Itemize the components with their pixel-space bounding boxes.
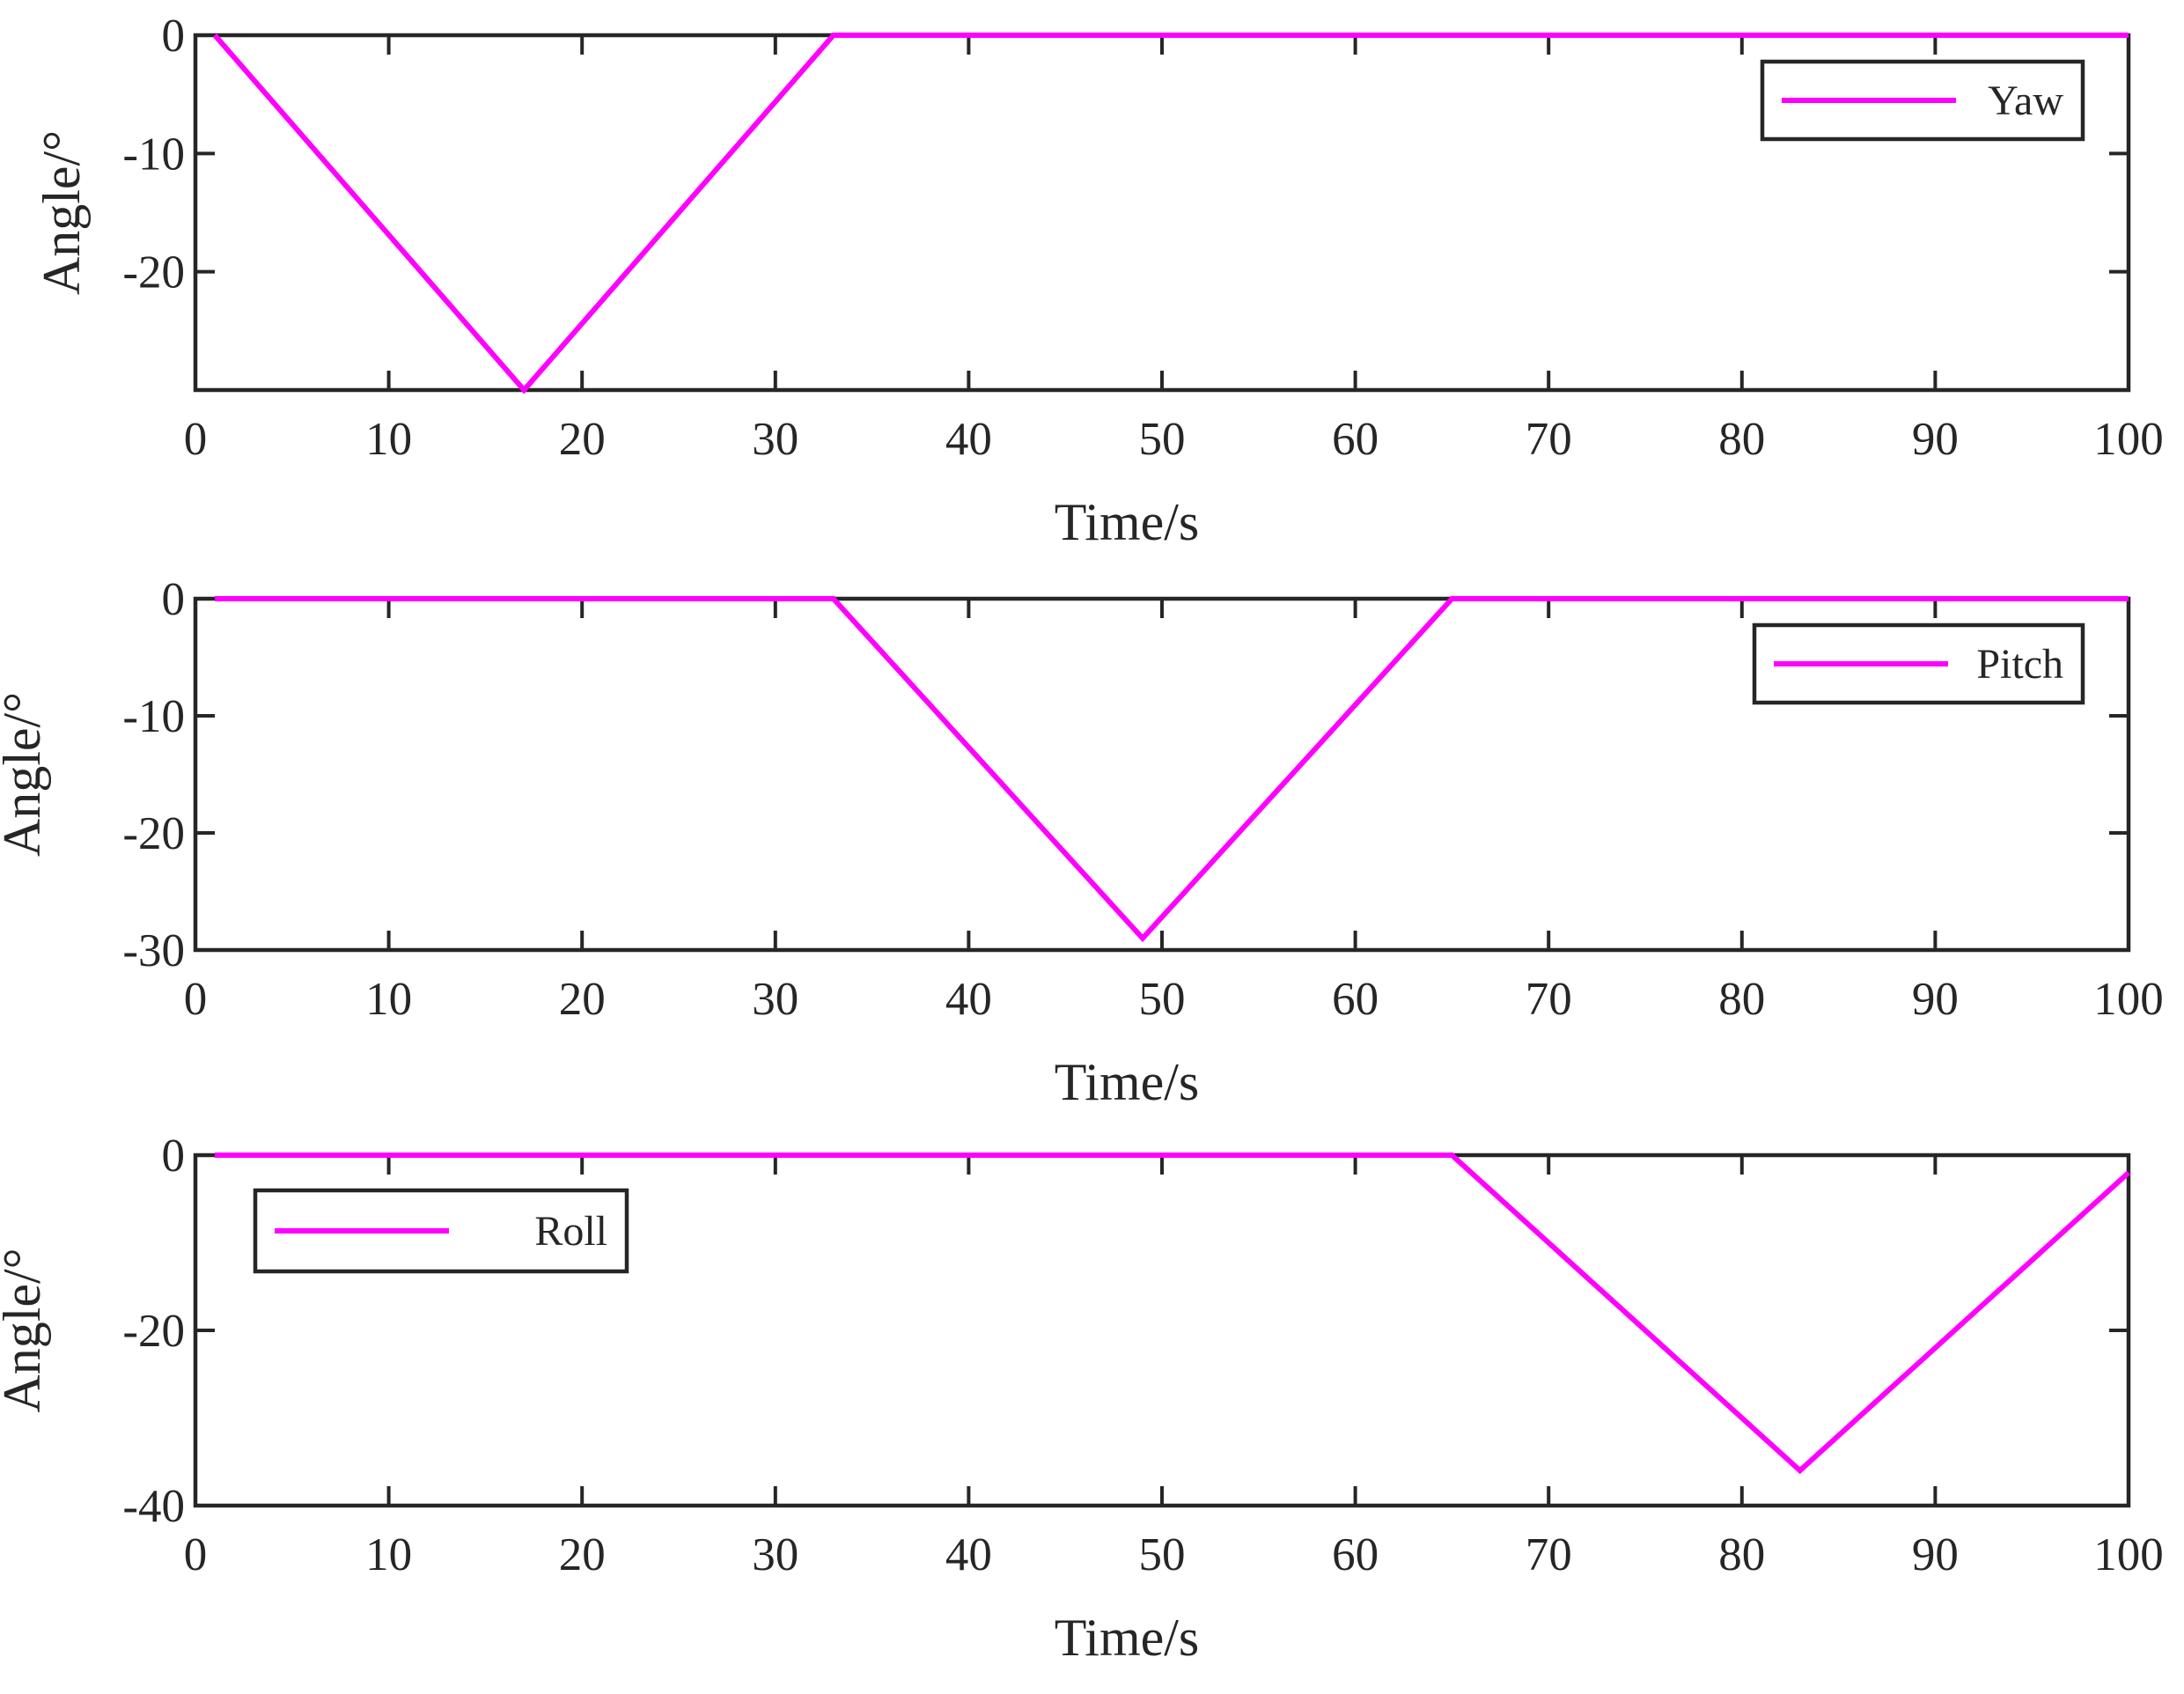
x-tick-label: 20: [559, 974, 606, 1025]
x-tick-label: 10: [365, 974, 412, 1025]
y-tick-label: 0: [162, 1131, 186, 1182]
y-tick-label: -20: [122, 247, 185, 298]
y-tick-label: -20: [122, 1306, 185, 1357]
y-axis-label: Angle/°: [0, 692, 51, 857]
x-tick-label: 100: [2093, 974, 2164, 1025]
y-tick-label: -10: [122, 129, 185, 180]
x-tick-label: 20: [559, 414, 606, 465]
x-tick-label: 70: [1526, 1529, 1572, 1580]
x-tick-label: 90: [1912, 974, 1959, 1025]
x-tick-label: 100: [2093, 1529, 2164, 1580]
x-axis-label: Time/s: [1055, 1053, 1200, 1111]
x-tick-label: 40: [945, 414, 992, 465]
legend-label: Yaw: [1988, 77, 2063, 124]
legend: Yaw: [1760, 59, 2085, 142]
y-tick-label: 0: [162, 574, 186, 625]
series-line-pitch: [215, 596, 2129, 943]
chart-panel-3: 0 10 20 30 40 50 60 70 80 90 100 0 -20 -40 Time/s Angle…: [0, 1131, 2164, 1667]
x-tick-label: 40: [945, 974, 992, 1025]
legend-label: Roll: [534, 1208, 607, 1255]
x-tick-label: 0: [184, 414, 208, 465]
x-tick-label: 90: [1912, 414, 1959, 465]
x-tick-label: 50: [1139, 1529, 1186, 1580]
x-tick-label: 80: [1718, 1529, 1765, 1580]
y-axis-label: Angle/°: [0, 1248, 51, 1412]
x-tick-label: 100: [2093, 414, 2164, 465]
x-tick-label: 0: [184, 974, 208, 1025]
x-axis-label: Time/s: [1055, 1609, 1200, 1667]
y-axis-label: Angle/°: [33, 130, 91, 295]
x-tick-label: 50: [1139, 414, 1186, 465]
legend: Roll: [253, 1188, 629, 1274]
x-tick-label: 50: [1139, 974, 1186, 1025]
x-tick-label: 10: [365, 414, 412, 465]
x-tick-label: 20: [559, 1529, 606, 1580]
y-tick-label: -30: [122, 925, 185, 976]
x-tick-label: 70: [1526, 974, 1572, 1025]
x-tick-label: 40: [945, 1529, 992, 1580]
x-tick-label: 30: [752, 974, 798, 1025]
x-tick-label: 60: [1332, 1529, 1379, 1580]
x-tick-label: 30: [752, 1529, 798, 1580]
x-tick-label: 60: [1332, 414, 1379, 465]
x-tick-label: 80: [1718, 414, 1765, 465]
series-line-yaw: [212, 33, 2129, 394]
x-tick-label: 60: [1332, 974, 1379, 1025]
x-tick-label: 70: [1526, 414, 1572, 465]
x-tick-label: 10: [365, 1529, 412, 1580]
chart-panel-2: 0 10 20 30 40 50 60 70 80 90 100 0 -10 -20 -30 Time/s An…: [0, 574, 2164, 1111]
y-tick-label: -40: [122, 1481, 185, 1532]
x-tick-label: 80: [1718, 974, 1765, 1025]
legend-label: Pitch: [1976, 641, 2063, 688]
y-tick-label: -20: [122, 808, 185, 859]
x-tick-label: 30: [752, 414, 798, 465]
y-tick-label: -10: [122, 691, 185, 742]
chart-panel-1: 0 10 20 30 40 50 60 70 80 90 100 0 -10 -20 Time/s Angle…: [33, 11, 2164, 551]
x-axis-label: Time/s: [1055, 493, 1200, 551]
series-line-roll: [215, 1153, 2131, 1475]
legend: Pitch: [1752, 622, 2085, 705]
y-tick-label: 0: [162, 11, 186, 62]
x-tick-label: 90: [1912, 1529, 1959, 1580]
x-tick-label: 0: [184, 1529, 208, 1580]
